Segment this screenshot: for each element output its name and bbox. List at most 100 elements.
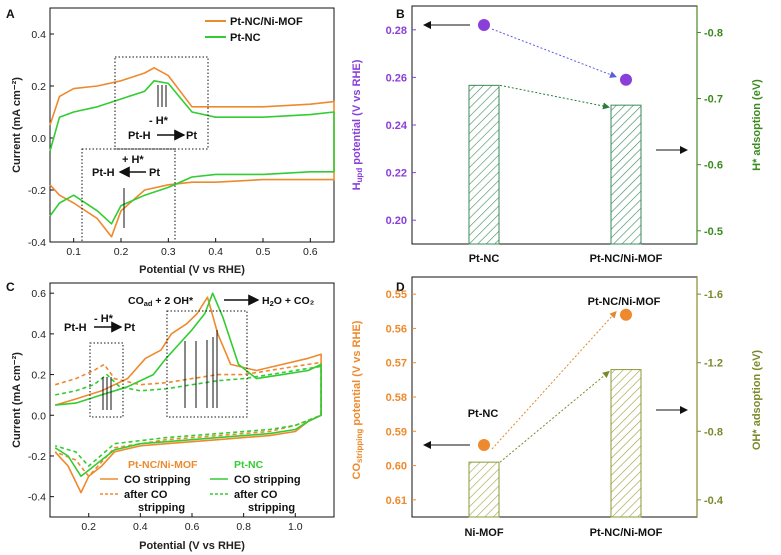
panel-d-left-tick-label: 0.58 xyxy=(386,392,407,404)
svg-text:stripping: stripping xyxy=(248,502,295,514)
panel-d-cat-0: Ni-MOF xyxy=(464,527,503,539)
svg-text:H2O + CO₂: H2O + CO₂ xyxy=(262,295,315,308)
panel-b-bar-1 xyxy=(610,104,642,245)
panel-b-left-tick-label: 0.26 xyxy=(386,72,407,84)
panel-b-bar-0 xyxy=(468,84,500,245)
panel-a-y-tick-label: 0.2 xyxy=(31,81,46,93)
panel-d-right-tick-label: -0.4 xyxy=(704,495,724,507)
legend-c-0-0: CO stripping xyxy=(124,474,191,486)
panel-a-x-tick-label: 0.1 xyxy=(66,246,81,258)
panel-a-y-tick-label: 0.0 xyxy=(31,133,46,145)
panel-a-box-upper xyxy=(114,56,209,150)
panel-b-right-tick-label: -0.7 xyxy=(704,94,723,106)
panel-d-left-tick-label: 0.59 xyxy=(386,426,407,438)
panel-a-annot-upper: - H* xyxy=(149,115,169,127)
panel-a-x-tick-label: 0.4 xyxy=(208,246,223,258)
panel-d-left-tick-label: 0.57 xyxy=(386,358,407,370)
panel-d-right-tick-label: -1.6 xyxy=(704,289,723,301)
panel-c-x-title: Potential (V vs RHE) xyxy=(139,540,245,552)
panel-c-series-2 xyxy=(54,292,322,478)
panel-c-annot-top: COad + 2 OH* xyxy=(128,295,194,308)
panel-a-y-tick-label: 0.4 xyxy=(31,29,46,41)
panel-c-y-tick-label: 0.6 xyxy=(31,288,46,300)
panel-c-box-right xyxy=(166,310,248,418)
panel-b-right-tick-label: -0.6 xyxy=(704,160,723,172)
panel-b-left-tick-label: 0.28 xyxy=(386,25,407,37)
panel-d: D 0.55 0.56 0.57 0.58 0.59 0.60 0.61 -0.4 -0.8 -1… xyxy=(351,276,763,539)
panel-a-annot-upper-from: Pt-H xyxy=(128,130,151,142)
panel-a: A 0.1 0.2 0.3 0.4 0.5 0.6 -0.4 -0.2 0.0 0.2 0.4 - … xyxy=(6,7,335,276)
panel-a-x-tick-label: 0.6 xyxy=(303,246,318,258)
panel-d-point-0 xyxy=(478,439,490,451)
panel-a-y-tick-label: -0.2 xyxy=(28,185,46,197)
panel-d-left-tick-label: 0.55 xyxy=(386,289,407,301)
panel-a-y-tick-label: -0.4 xyxy=(28,237,46,249)
panel-b-trend-arrow xyxy=(491,28,617,78)
panel-c-box-left xyxy=(89,342,124,418)
panel-a-x-tick-label: 0.5 xyxy=(256,246,271,258)
panel-d-bar-1 xyxy=(610,369,642,518)
panel-d-left-title: COstripping potential (V vs RHE) xyxy=(351,320,364,479)
panel-d-point-label-0: Pt-NC xyxy=(468,408,499,420)
panel-c-annot-left-from: Pt-H xyxy=(64,322,87,334)
panel-c-y-tick-label: 0.0 xyxy=(31,410,46,422)
panel-label-c: C xyxy=(6,280,15,294)
panel-b-point-1 xyxy=(620,73,632,86)
panel-d-trend-arrow xyxy=(491,310,617,450)
panel-d-right-tick-label: -0.8 xyxy=(704,426,723,438)
panel-c-x-tick-label: 0.8 xyxy=(236,521,251,533)
panel-b-left-title: Hupd potential (V vs RHE) xyxy=(351,59,364,190)
panel-d-bar-0 xyxy=(468,461,500,518)
panel-a-x-tick-label: 0.2 xyxy=(114,246,129,258)
panel-c-y-tick-label: 0.2 xyxy=(31,370,46,382)
panel-b-left-tick-label: 0.22 xyxy=(386,168,407,180)
legend-label-pt-nc-ni-mof: Pt-NC/Ni-MOF xyxy=(230,16,303,28)
panel-b-left-tick-label: 0.24 xyxy=(386,120,408,132)
panel-b-right-tick-label: -0.8 xyxy=(704,27,723,39)
panel-a-box-lower xyxy=(81,148,176,243)
panel-b-cat-0: Pt-NC xyxy=(469,253,500,265)
svg-text:stripping: stripping xyxy=(138,502,185,514)
panel-a-x-tick-label: 0.3 xyxy=(161,246,176,258)
panel-b-bar-trend-arrow xyxy=(499,84,610,110)
panel-c-y-title: Current (mA cm⁻²) xyxy=(11,352,23,448)
panel-d-left-tick-label: 0.60 xyxy=(386,461,407,473)
panel-c-y-tick-label: 0.4 xyxy=(31,329,46,341)
panel-a-annot-lower-to: Pt xyxy=(149,167,160,179)
panel-c-series-1 xyxy=(54,361,322,478)
panel-a-annot-lower-from: Pt-H xyxy=(92,167,115,179)
legend-c-1-0: CO stripping xyxy=(234,474,301,486)
legend-c-title-1: Pt-NC xyxy=(234,459,264,471)
panel-a-y-title: Current (mA cm⁻²) xyxy=(11,77,23,173)
panel-a-series-1 xyxy=(49,80,335,225)
panel-c-x-tick-label: 0.2 xyxy=(81,521,96,533)
legend-c-0-1: after CO xyxy=(124,489,168,501)
panel-a-series-0 xyxy=(49,67,335,238)
legend-c-title-0: Pt-NC/Ni-MOF xyxy=(128,459,198,471)
legend-label-pt-nc: Pt-NC xyxy=(230,32,261,44)
panel-b-left-tick-label: 0.20 xyxy=(386,215,407,227)
panel-c-y-tick-label: -0.2 xyxy=(28,451,46,463)
panel-c-annot-left: - H* xyxy=(94,313,114,325)
panel-b-right-title: H* adsoption (eV) xyxy=(751,79,763,171)
panel-c-series-3 xyxy=(54,365,322,467)
panel-c-series-0 xyxy=(54,296,322,494)
legend-c-1-1: after CO xyxy=(234,489,278,501)
panel-d-left-tick-label: 0.56 xyxy=(386,323,407,335)
panel-label-a: A xyxy=(6,7,15,21)
panel-a-x-title: Potential (V vs RHE) xyxy=(139,264,245,276)
panel-d-right-tick-label: -1.2 xyxy=(704,358,723,370)
panel-a-annot-lower: + H* xyxy=(122,154,144,166)
panel-c-x-tick-label: 1.0 xyxy=(288,521,303,533)
svg-text:COstripping potential (V vs RH: COstripping potential (V vs RHE) xyxy=(351,320,364,479)
panel-c: C 0.2 0.4 0.6 0.8 1.0 -0.4 -0.2 0.0 0.2 0.4 0.6 CO… xyxy=(6,280,335,552)
panel-c-x-tick-label: 0.6 xyxy=(185,521,200,533)
panel-label-b: B xyxy=(396,7,405,21)
panel-d-point-label-1: Pt-NC/Ni-MOF xyxy=(588,296,661,308)
svg-text:Hupd potential (V vs RHE): Hupd potential (V vs RHE) xyxy=(351,59,364,190)
panel-b-frame xyxy=(411,5,698,245)
panel-d-point-1 xyxy=(620,308,632,321)
panel-b-right-tick-label: -0.5 xyxy=(704,226,723,238)
panel-c-x-tick-label: 0.4 xyxy=(133,521,148,533)
